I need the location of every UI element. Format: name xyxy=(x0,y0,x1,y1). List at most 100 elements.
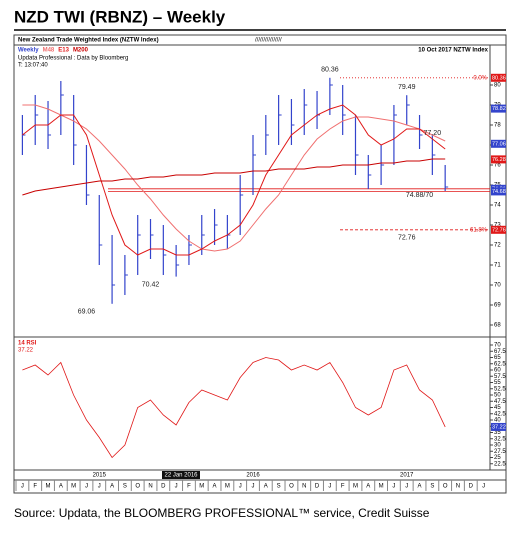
x-tick-label: F xyxy=(187,484,191,490)
x-tick-label: D xyxy=(469,484,474,490)
rsi-title: 14 RSI xyxy=(18,341,37,347)
x-tick-label: A xyxy=(418,484,422,490)
y-tick-label: 40 xyxy=(494,418,501,424)
x-tick-label: A xyxy=(59,484,63,490)
y-tick-label: 45 xyxy=(494,405,501,411)
y-tick-label: 73 xyxy=(494,223,501,229)
rsi-last: 37.22 xyxy=(18,348,34,354)
x-tick-label: A xyxy=(110,484,114,490)
y-tick-label: 35 xyxy=(494,430,501,436)
year-label: 2017 xyxy=(400,473,414,479)
value-box xyxy=(491,187,506,196)
y-tick-label: 57.5 xyxy=(494,374,506,380)
y-tick-label: 50 xyxy=(494,393,501,399)
x-tick-label: O xyxy=(135,484,140,490)
x-tick-label: M xyxy=(71,484,76,490)
x-tick-label: N xyxy=(302,484,306,490)
y-tick-label: 70 xyxy=(494,283,501,289)
chart-subtitle: New Zealand Trade Weighted Index (NZTW I… xyxy=(18,38,159,44)
rsi-line xyxy=(22,357,446,459)
x-tick-label: A xyxy=(366,484,370,490)
x-tick-label: O xyxy=(443,484,448,490)
cursor-box xyxy=(162,471,200,479)
annotation: 72.76 xyxy=(398,235,416,242)
x-tick-label: F xyxy=(341,484,345,490)
x-tick-label: M xyxy=(353,484,358,490)
y-tick-label: 47.5 xyxy=(494,399,506,405)
x-tick-label: J xyxy=(175,484,178,490)
value-box xyxy=(491,139,506,148)
x-tick-label: A xyxy=(264,484,268,490)
value-box-label: 72.76 xyxy=(492,227,506,233)
y-tick-label: 67.5 xyxy=(494,349,506,355)
x-tick-label: S xyxy=(277,484,281,490)
level-label: 0.0% xyxy=(473,75,487,81)
x-tick-label: D xyxy=(315,484,320,490)
chart-title: NZD TWI (RBNZ) – Weekly xyxy=(14,7,226,26)
legend-entry: M48 xyxy=(43,48,55,54)
year-label: 2015 xyxy=(93,473,107,479)
x-tick-label: J xyxy=(252,484,255,490)
y-tick-label: 60 xyxy=(494,368,501,374)
x-tick-label: S xyxy=(430,484,434,490)
header-mid: //////////////// xyxy=(255,38,282,44)
year-label: 2016 xyxy=(246,473,260,479)
data-note: Updata Professional : Data by Bloomberg xyxy=(18,56,128,62)
source-note: Source: Updata, the BLOOMBERG PROFESSION… xyxy=(14,506,430,520)
x-tick-label: J xyxy=(392,484,395,490)
value-box-label: 76.28 xyxy=(492,157,506,163)
y-tick-label: 69 xyxy=(494,303,501,309)
x-tick-label: J xyxy=(482,484,485,490)
x-tick-label: J xyxy=(239,484,242,490)
moving-average xyxy=(22,104,446,252)
y-tick-label: 68 xyxy=(494,323,501,329)
value-box-label: 80.36 xyxy=(492,75,506,81)
annotation: 70.42 xyxy=(142,281,160,288)
x-tick-label: J xyxy=(328,484,331,490)
value-box-label: 78.82 xyxy=(492,106,506,112)
x-tick-label: J xyxy=(405,484,408,490)
annotation: 80.36 xyxy=(321,67,339,74)
y-tick-label: 78 xyxy=(494,123,501,129)
y-tick-label: 76 xyxy=(494,163,501,169)
chart-frame xyxy=(13,34,507,494)
annotation: 74.88/70 xyxy=(406,192,433,199)
legend-entry: E13 xyxy=(58,48,69,54)
x-tick-label: J xyxy=(85,484,88,490)
x-tick-label: S xyxy=(123,484,127,490)
value-box-label: 37.22 xyxy=(492,424,506,430)
legend-entry: M200 xyxy=(73,48,89,54)
y-tick-label: 65 xyxy=(494,355,501,361)
y-tick-label: 72 xyxy=(494,243,501,249)
x-tick-label: M xyxy=(379,484,384,490)
value-box xyxy=(491,73,506,82)
y-tick-label: 62.5 xyxy=(494,361,506,367)
x-tick-label: A xyxy=(213,484,217,490)
y-tick-label: 32.5 xyxy=(494,436,506,442)
x-tick-label: J xyxy=(21,484,24,490)
y-tick-label: 42.5 xyxy=(494,411,506,417)
value-box-label: 77.06 xyxy=(492,141,506,147)
y-tick-label: 30 xyxy=(494,443,501,449)
x-tick-label: D xyxy=(161,484,166,490)
y-tick-label: 27.5 xyxy=(494,449,506,455)
level-label: 61.8% xyxy=(470,227,488,233)
y-tick-label: 22.5 xyxy=(494,461,506,467)
y-tick-label: 52.5 xyxy=(494,386,506,392)
x-tick-label: N xyxy=(148,484,152,490)
x-tick-label: M xyxy=(225,484,230,490)
x-tick-label: M xyxy=(46,484,51,490)
y-tick-label: 25 xyxy=(494,455,501,461)
x-tick-label: M xyxy=(199,484,204,490)
x-tick-label: J xyxy=(98,484,101,490)
time-label: T: 13:07:40 xyxy=(18,63,48,69)
annotation: 69.06 xyxy=(78,309,96,316)
value-box xyxy=(491,155,506,164)
x-tick-label: O xyxy=(289,484,294,490)
x-tick-label: F xyxy=(33,484,37,490)
annotation: 79.49 xyxy=(398,84,416,91)
y-tick-label: 80 xyxy=(494,83,501,89)
value-box-label: 74.68 xyxy=(492,189,506,195)
moving-average xyxy=(22,104,446,256)
